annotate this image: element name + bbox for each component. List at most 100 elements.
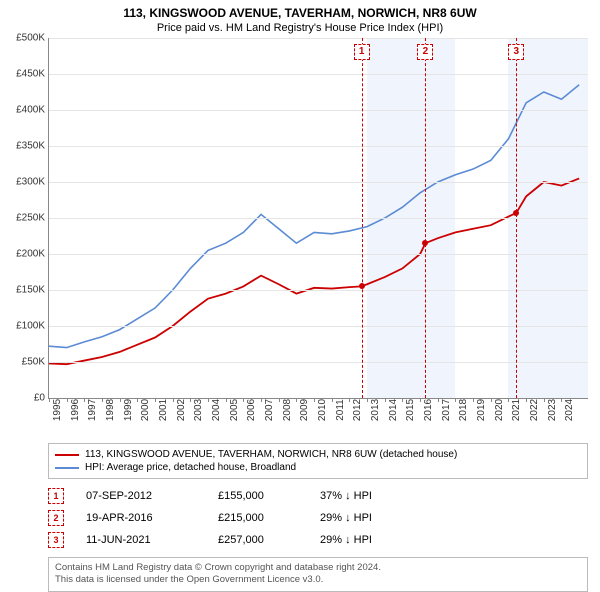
y-tick-label: £450K [3,69,45,80]
sales-price: £257,000 [218,534,298,546]
x-tick-mark [296,398,297,402]
x-tick-mark [349,398,350,402]
x-tick-mark [455,398,456,402]
x-tick-label: 2016 [423,395,434,425]
x-tick-label: 2009 [299,395,310,425]
x-tick-label: 2008 [282,395,293,425]
x-tick-label: 2013 [370,395,381,425]
footer-line1: Contains HM Land Registry data © Crown c… [55,562,581,574]
sale-marker-dot [359,283,365,289]
sales-row: 3 11-JUN-2021 £257,000 29% ↓ HPI [48,529,588,551]
x-tick-label: 2000 [140,395,151,425]
sales-marker-icon: 2 [48,510,64,526]
x-tick-mark [67,398,68,402]
gridline [49,182,588,183]
sales-table: 1 07-SEP-2012 £155,000 37% ↓ HPI 2 19-APR-201… [48,485,588,551]
x-tick-label: 2024 [564,395,575,425]
y-tick-label: £200K [3,249,45,260]
legend-row-hpi: HPI: Average price, detached house, Broa… [55,461,581,474]
x-tick-label: 2018 [458,395,469,425]
x-tick-label: 2001 [158,395,169,425]
x-tick-label: 2002 [176,395,187,425]
sale-marker-dot [422,240,428,246]
attribution-footer: Contains HM Land Registry data © Crown c… [48,557,588,592]
y-tick-label: £300K [3,177,45,188]
x-tick-mark [84,398,85,402]
x-tick-mark [137,398,138,402]
x-tick-label: 2010 [317,395,328,425]
x-tick-label: 2023 [547,395,558,425]
x-tick-label: 2005 [229,395,240,425]
sale-marker-dot [513,210,519,216]
x-tick-label: 1998 [105,395,116,425]
y-tick-label: £100K [3,321,45,332]
sale-marker-vline [516,38,517,398]
x-tick-label: 2020 [494,395,505,425]
y-tick-label: £500K [3,33,45,44]
chart-plot-area: £0£50K£100K£150K£200K£250K£300K£350K£400… [48,38,588,399]
x-tick-mark [243,398,244,402]
sale-marker-vline [425,38,426,398]
series-line [49,178,579,364]
gridline [49,326,588,327]
gridline [49,74,588,75]
y-tick-label: £350K [3,141,45,152]
x-tick-label: 1997 [87,395,98,425]
series-line [49,85,579,348]
y-tick-label: £250K [3,213,45,224]
x-tick-mark [190,398,191,402]
x-tick-mark [208,398,209,402]
sales-price: £155,000 [218,490,298,502]
gridline [49,254,588,255]
legend-swatch-property [55,454,79,456]
x-tick-label: 2022 [529,395,540,425]
sales-date: 11-JUN-2021 [86,534,196,546]
x-tick-label: 2017 [441,395,452,425]
x-tick-mark [49,398,50,402]
x-tick-mark [102,398,103,402]
sales-marker-icon: 1 [48,488,64,504]
sale-marker-vline [362,38,363,398]
sales-row: 1 07-SEP-2012 £155,000 37% ↓ HPI [48,485,588,507]
gridline [49,110,588,111]
gridline [49,146,588,147]
y-tick-label: £400K [3,105,45,116]
x-tick-mark [279,398,280,402]
x-tick-mark [332,398,333,402]
sale-marker-box: 1 [354,44,370,60]
x-tick-mark [491,398,492,402]
gridline [49,290,588,291]
sales-price: £215,000 [218,512,298,524]
sales-delta: 29% ↓ HPI [320,534,410,546]
legend-swatch-hpi [55,467,79,469]
gridline [49,362,588,363]
y-tick-label: £50K [3,357,45,368]
x-tick-label: 2015 [405,395,416,425]
sales-row: 2 19-APR-2016 £215,000 29% ↓ HPI [48,507,588,529]
sales-delta: 37% ↓ HPI [320,490,410,502]
legend-label-hpi: HPI: Average price, detached house, Broa… [85,462,296,473]
x-tick-mark [402,398,403,402]
sale-marker-box: 3 [508,44,524,60]
footer-line2: This data is licensed under the Open Gov… [55,574,581,586]
x-tick-label: 2019 [476,395,487,425]
sales-marker-icon: 3 [48,532,64,548]
x-tick-label: 2014 [388,395,399,425]
sale-marker-box: 2 [417,44,433,60]
x-tick-mark [261,398,262,402]
y-tick-label: £0 [3,393,45,404]
x-tick-mark [155,398,156,402]
sales-date: 19-APR-2016 [86,512,196,524]
x-tick-mark [438,398,439,402]
x-tick-label: 1999 [123,395,134,425]
sales-date: 07-SEP-2012 [86,490,196,502]
x-tick-mark [508,398,509,402]
chart-legend: 113, KINGSWOOD AVENUE, TAVERHAM, NORWICH… [48,443,588,479]
y-tick-label: £150K [3,285,45,296]
x-tick-mark [561,398,562,402]
x-tick-label: 2003 [193,395,204,425]
sales-delta: 29% ↓ HPI [320,512,410,524]
x-tick-mark [385,398,386,402]
x-tick-mark [314,398,315,402]
x-tick-label: 2012 [352,395,363,425]
